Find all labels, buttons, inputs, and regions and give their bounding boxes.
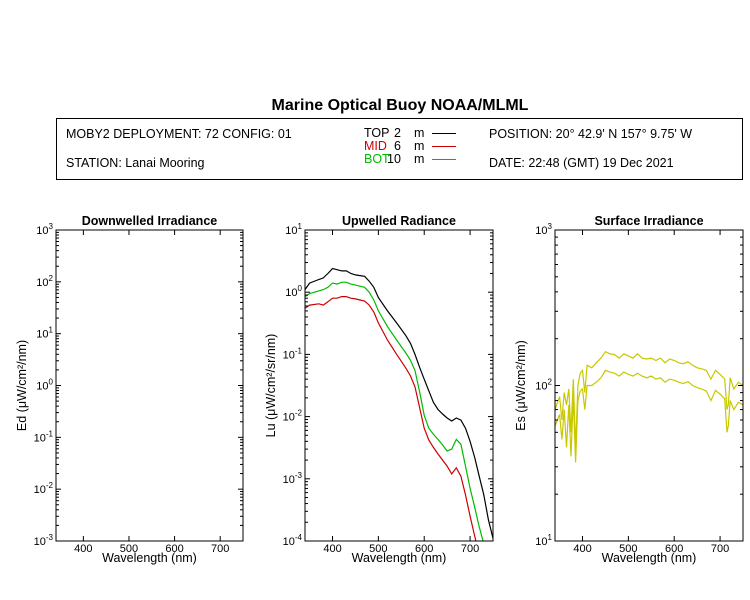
- lu-ytick-label: 10-1: [283, 346, 303, 361]
- lu-xtick-label: 700: [461, 543, 479, 555]
- deployment-label: MOBY2 DEPLOYMENT: 72 CONFIG: 01: [66, 127, 292, 141]
- legend-depth-top: 2: [394, 126, 401, 140]
- es-ytick-label: 101: [535, 533, 552, 548]
- info-box: MOBY2 DEPLOYMENT: 72 CONFIG: 01 STATION:…: [56, 118, 743, 180]
- lu-chart-title: Upwelled Radiance: [342, 214, 456, 228]
- legend-name-mid: MID: [364, 139, 387, 153]
- ed-xtick-label: 600: [165, 543, 183, 555]
- lu-ytick-label: 10-3: [283, 471, 303, 486]
- ed-xtick-label: 700: [211, 543, 229, 555]
- lu-ytick-label: 101: [285, 222, 302, 237]
- lu-series-mid-line: [305, 296, 477, 541]
- es-xtick-label: 600: [665, 543, 683, 555]
- legend-line-bot: [432, 159, 456, 160]
- lu-xtick-label: 600: [415, 543, 433, 555]
- ed-xtick-label: 400: [74, 543, 92, 555]
- lu-xlabel: Wavelength (nm): [352, 551, 447, 565]
- es-xtick-label: 500: [619, 543, 637, 555]
- es-xtick-label: 400: [573, 543, 591, 555]
- ed-ytick-label: 103: [36, 222, 53, 237]
- lu-ytick-label: 100: [285, 284, 302, 299]
- lu-xtick-label: 500: [369, 543, 387, 555]
- es-series-es-lower-line: [555, 369, 743, 463]
- legend-depth-bot: 10: [387, 152, 401, 166]
- ed-xtick-label: 500: [120, 543, 138, 555]
- es-xtick-label: 700: [711, 543, 729, 555]
- chart-title: Marine Optical Buoy NOAA/MLML: [271, 97, 529, 114]
- legend-name-bot: BOT: [364, 152, 390, 166]
- station-label: STATION: Lanai Mooring: [66, 156, 205, 170]
- legend-name-top: TOP: [364, 126, 390, 140]
- ed-chart-title: Downwelled Irradiance: [82, 214, 218, 228]
- ed-xlabel: Wavelength (nm): [102, 551, 197, 565]
- ed-ytick-label: 10-1: [34, 429, 54, 444]
- ed-panel: Downwelled Irradiance 400 500 600 700 Wavelen…: [15, 214, 244, 565]
- ed-ytick-label: 102: [36, 274, 53, 289]
- es-plot-frame: [554, 229, 744, 542]
- es-ytick-label: 103: [535, 222, 552, 237]
- date-label: DATE: 22:48 (GMT) 19 Dec 2021: [489, 156, 674, 170]
- ed-ytick-label: 10-2: [34, 481, 54, 496]
- legend-line-mid: [432, 146, 456, 147]
- ed-plot-frame: [55, 229, 244, 542]
- lu-xtick-label: 400: [323, 543, 341, 555]
- legend-depth-mid: 6: [394, 139, 401, 153]
- lu-ytick-label: 10-4: [283, 533, 303, 548]
- es-chart-title: Surface Irradiance: [594, 214, 703, 228]
- lu-series-top-line: [305, 267, 493, 539]
- legend-unit-top: m: [414, 126, 425, 140]
- lu-series-bot-line: [305, 281, 484, 541]
- es-panel: Surface Irradiance 400 500 600 700 Wavelength…: [514, 214, 744, 565]
- legend-unit-mid: m: [414, 139, 425, 153]
- ed-ytick-label: 10-3: [34, 533, 54, 548]
- ed-ylabel: Ed (μW/cm²/nm): [15, 340, 29, 431]
- es-ylabel: Es (μW/cm²/nm): [514, 340, 528, 431]
- legend-unit-bot: m: [414, 152, 425, 166]
- position-label: POSITION: 20° 42.9' N 157° 9.75' W: [489, 127, 693, 141]
- es-xlabel: Wavelength (nm): [602, 551, 697, 565]
- ed-ytick-label: 101: [36, 326, 53, 341]
- lu-ylabel: Lu (μW/cm²/sr/nm): [264, 334, 278, 438]
- lu-plot-frame: [304, 229, 494, 542]
- ed-ytick-label: 100: [36, 378, 53, 393]
- legend-line-top: [432, 133, 456, 134]
- es-ytick-label: 102: [535, 378, 552, 393]
- lu-ytick-label: 10-2: [283, 409, 303, 424]
- lu-panel: Upwelled Radiance 400 500 600 700 Wavelength …: [264, 214, 494, 565]
